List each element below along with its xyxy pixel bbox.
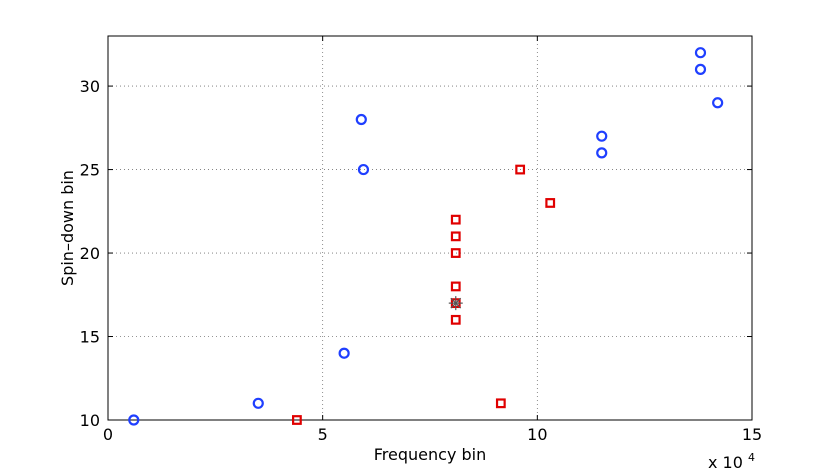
x-axis-multiplier-exponent: 4 [748, 451, 755, 464]
plot-area [107, 35, 753, 421]
y-tick-label: 10 [80, 411, 100, 430]
y-tick-label: 30 [80, 77, 100, 96]
data-point-square [450, 214, 461, 225]
data-point-square [450, 281, 461, 292]
x-tick-label: 5 [318, 425, 328, 444]
data-point-circle [252, 397, 264, 409]
y-tick-label: 25 [80, 161, 100, 180]
data-point-square [450, 314, 461, 325]
y-tick-label: 15 [80, 328, 100, 347]
data-point-circle [357, 163, 370, 176]
data-point-circle [712, 97, 724, 109]
data-point-square [495, 398, 506, 409]
x-axis-multiplier-base: x 10 [708, 453, 743, 472]
y-axis-label: Spin–down bin [58, 170, 77, 286]
data-point-circle [338, 347, 350, 359]
x-tick-label: 15 [742, 425, 762, 444]
data-point-square [515, 164, 526, 175]
data-point-square [545, 198, 556, 208]
data-point-circle [596, 147, 608, 159]
data-point-circle [596, 130, 608, 142]
data-point-circle [694, 47, 707, 59]
grid [107, 36, 753, 421]
y-tick-label: 20 [80, 244, 100, 263]
data-point-circle [128, 414, 140, 426]
x-axis-multiplier: x 10 4 [708, 451, 755, 472]
data-points [128, 47, 724, 426]
axis-ticks: 0 5 10 15 10 15 20 25 30 [80, 36, 762, 444]
data-point-square [450, 231, 461, 242]
x-tick-label: 10 [527, 425, 547, 444]
data-point-circle [355, 113, 367, 126]
data-point-circle [694, 63, 707, 75]
x-tick-label: 0 [103, 425, 113, 444]
data-point-star [448, 296, 463, 311]
data-point-square [450, 248, 461, 258]
x-axis-label: Frequency bin [374, 445, 486, 464]
data-point-square [292, 415, 302, 425]
